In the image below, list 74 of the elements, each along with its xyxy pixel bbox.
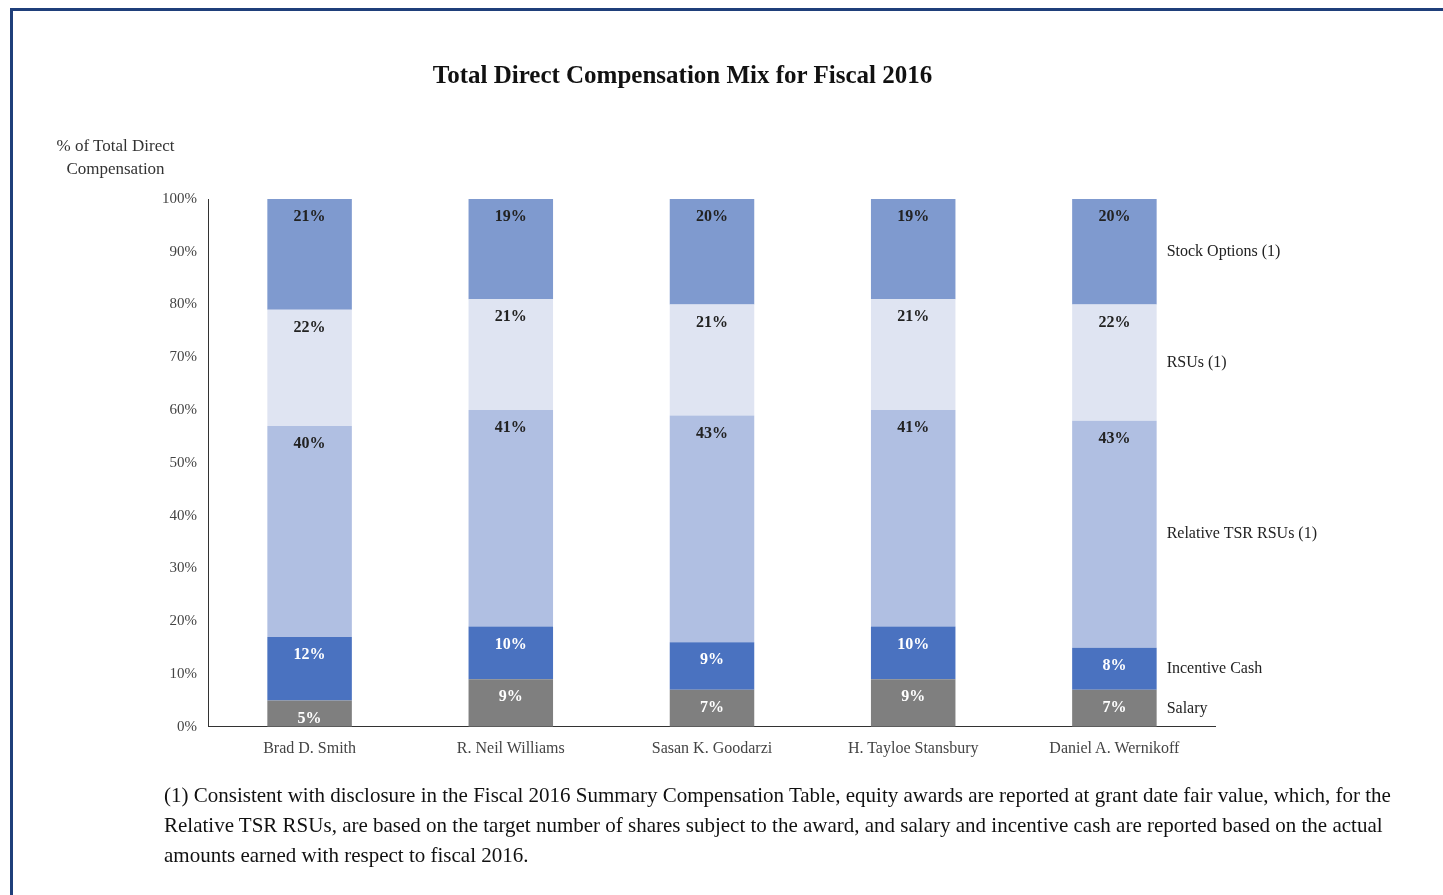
text: 7% xyxy=(700,697,724,715)
text: 7% xyxy=(1102,697,1127,715)
x-tick-label: H. Tayloe Stansbury xyxy=(847,738,979,757)
y-tick-label: 30% xyxy=(169,559,197,576)
text: 12% xyxy=(293,645,326,663)
text: 9% xyxy=(901,687,926,705)
text: 21% xyxy=(897,307,930,325)
bar xyxy=(669,304,755,416)
text: 22% xyxy=(1098,312,1131,330)
text: 10% xyxy=(494,634,527,652)
bar xyxy=(468,679,554,727)
text: 41% xyxy=(897,418,930,436)
chart-title: Total Direct Compensation Mix for Fiscal 2016 xyxy=(432,61,933,89)
bar xyxy=(468,299,554,411)
bar xyxy=(468,626,554,680)
bar xyxy=(870,626,956,680)
text: 9% xyxy=(700,650,724,668)
bar xyxy=(669,199,755,305)
bar xyxy=(1072,304,1157,421)
y-tick-label: 60% xyxy=(169,401,197,418)
series-label: Incentive Cash xyxy=(1166,658,1263,676)
bar xyxy=(669,689,755,727)
bar xyxy=(870,679,956,727)
text: 5% xyxy=(297,708,322,726)
bar xyxy=(468,410,554,627)
bar xyxy=(669,642,755,690)
text: 9% xyxy=(498,687,523,705)
text: 40% xyxy=(293,434,326,452)
bar xyxy=(267,637,352,701)
y-tick-label: 70% xyxy=(169,348,197,365)
text: 43% xyxy=(1098,428,1131,446)
series-label: RSUs (1) xyxy=(1166,352,1227,371)
y-tick-label: 50% xyxy=(169,453,197,470)
y-tick-label: 0% xyxy=(177,717,197,734)
bar xyxy=(1072,689,1157,727)
y-tick-label: 90% xyxy=(169,242,197,259)
series-label: Relative TSR RSUs (1) xyxy=(1166,524,1318,543)
y-tick-label: 10% xyxy=(169,664,197,681)
x-tick-label: R. Neil Williams xyxy=(456,738,565,756)
y-tick-label: 20% xyxy=(169,612,197,629)
bar xyxy=(669,415,755,643)
y-tick-label: 80% xyxy=(169,295,197,312)
bar xyxy=(1072,420,1157,648)
text: 21% xyxy=(293,207,326,225)
bar xyxy=(267,425,352,638)
x-tick-label: Brad D. Smith xyxy=(263,738,357,756)
x-tick-label: Sasan K. Goodarzi xyxy=(651,738,773,756)
text: 10% xyxy=(897,634,930,652)
series-label: Salary xyxy=(1166,698,1208,717)
bar xyxy=(870,299,956,411)
x-tick-label: Daniel A. Wernikoff xyxy=(1049,738,1181,756)
series-label: Stock Options (1) xyxy=(1166,241,1281,260)
bar xyxy=(267,700,352,727)
text: 8% xyxy=(1102,655,1127,673)
text: 20% xyxy=(696,207,728,225)
text: 19% xyxy=(897,207,930,225)
y-tick-label: 40% xyxy=(169,506,197,523)
text: 43% xyxy=(696,423,728,441)
bar xyxy=(1072,199,1157,305)
text: (1) Consistent with disclosure in the Fiscal 2016 Summary Compensation Table, equity awards are reported at grant date fair value, which, for the Relative TSR RSUs, are based on the target number of shares subject to the award, and salary and incentive cash are reported based on the actual amounts earned with respect to fiscal 2016. xyxy=(164,782,1392,869)
bar xyxy=(870,199,956,300)
text: 20% xyxy=(1098,207,1131,225)
bar xyxy=(267,309,352,426)
y-tick-label: 100% xyxy=(162,189,197,206)
bar xyxy=(1072,647,1157,690)
text: 21% xyxy=(696,312,728,330)
text: 19% xyxy=(494,207,527,225)
bar xyxy=(870,410,956,627)
text: 41% xyxy=(494,418,527,436)
bar xyxy=(267,199,352,310)
bar xyxy=(468,199,554,300)
y-axis-title: % of Total Direct Compensation xyxy=(55,135,176,180)
text: 22% xyxy=(293,317,326,335)
text: 21% xyxy=(494,307,527,325)
